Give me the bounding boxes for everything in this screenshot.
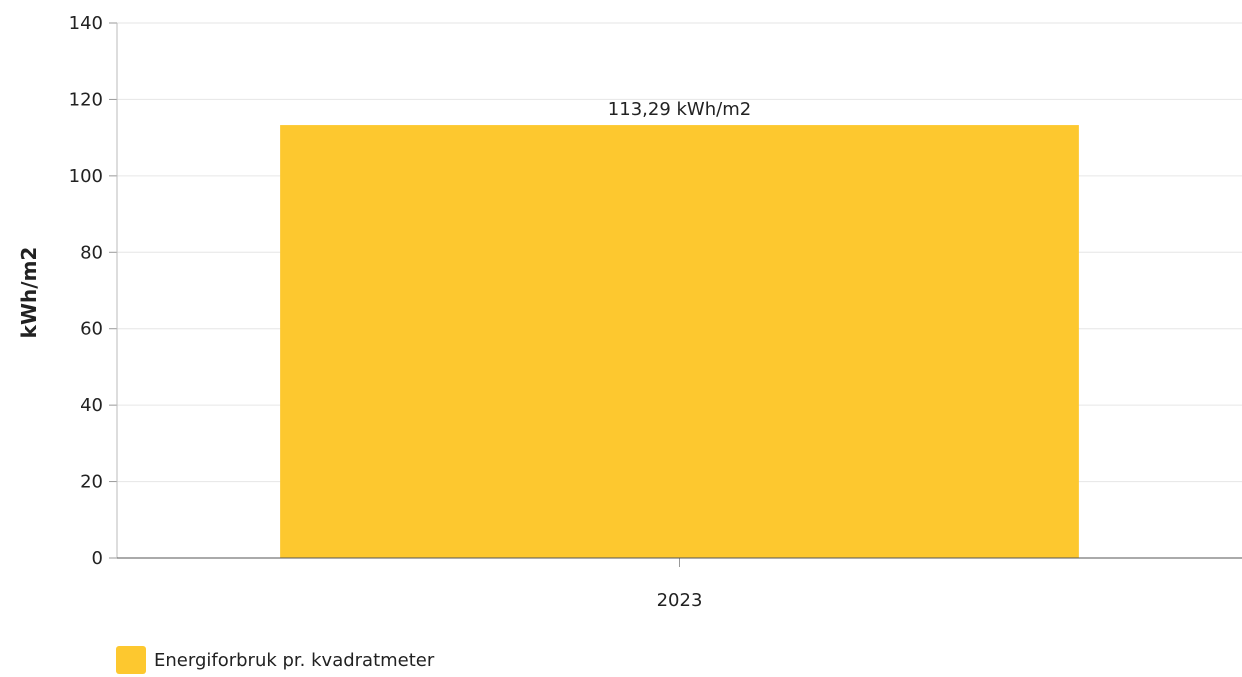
legend-label: Energiforbruk pr. kvadratmeter: [154, 649, 435, 671]
y-tick-label: 120: [69, 89, 103, 110]
y-tick-label: 80: [80, 242, 103, 263]
y-tick-label: 60: [80, 319, 103, 340]
legend-swatch: [116, 646, 146, 674]
y-axis: 0 20 40 60 80 100 120 140: [69, 13, 118, 569]
bars: 113,29 kWh/m2: [280, 99, 1079, 558]
x-axis: 2023: [117, 557, 1242, 611]
y-tick-label: 20: [80, 472, 103, 493]
legend[interactable]: Energiforbruk pr. kvadratmeter: [116, 646, 434, 674]
y-axis-title: kWh/m2: [17, 247, 41, 339]
bar: [280, 125, 1079, 558]
x-tick-label: 2023: [657, 590, 703, 611]
y-tick-label: 140: [69, 13, 103, 34]
y-tick-label: 40: [80, 395, 103, 416]
y-tick-label: 100: [69, 166, 103, 187]
y-tick-label: 0: [92, 548, 103, 569]
data-label: 113,29 kWh/m2: [608, 99, 751, 120]
